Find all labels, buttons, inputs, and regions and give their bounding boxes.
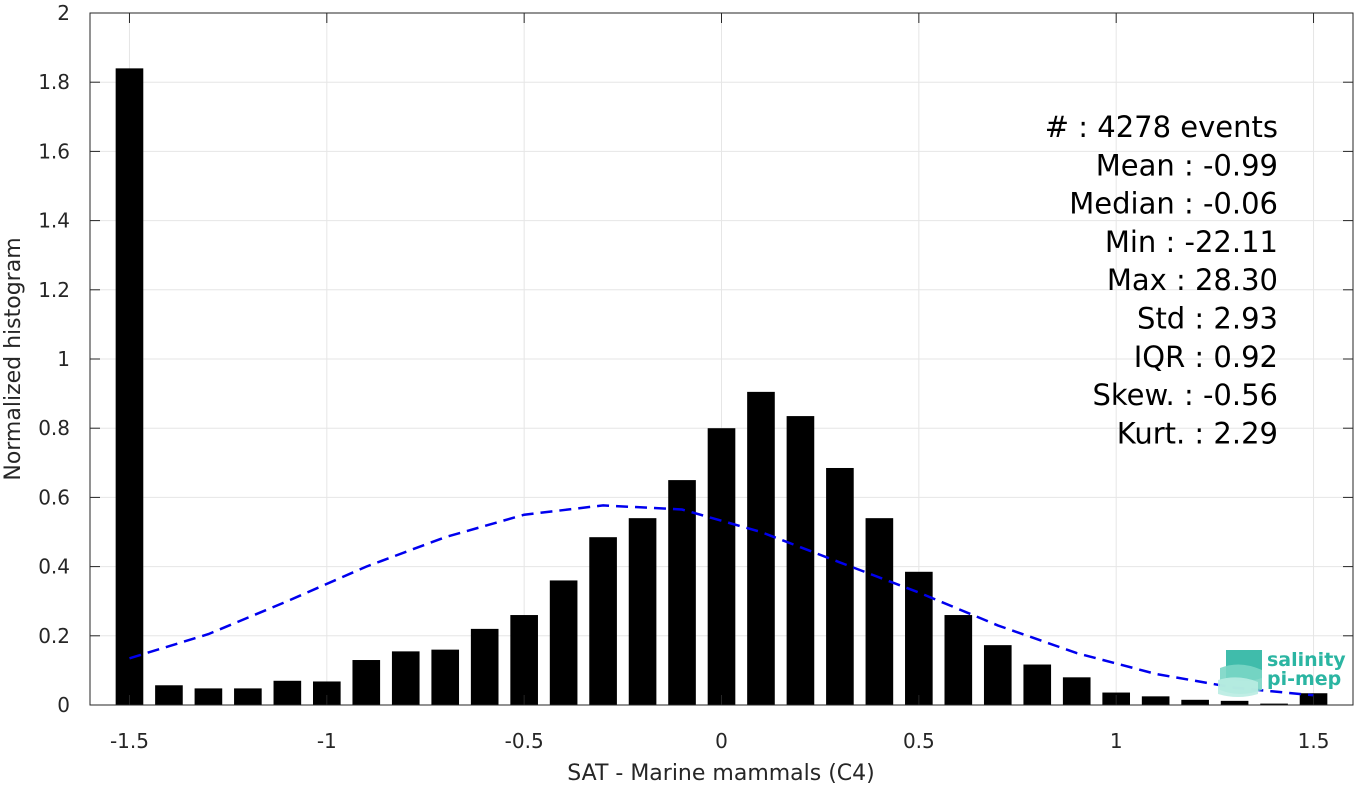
histogram-bars <box>115 68 1328 706</box>
histogram-bar <box>944 615 973 705</box>
y-axis-ticks: 0 0.2 0.4 0.6 0.8 1 1.2 1.4 1.6 1.8 2 <box>38 1 1353 717</box>
y-tick-label: 1.8 <box>38 70 70 94</box>
x-tick-label: 0.5 <box>903 729 935 753</box>
y-tick-label: 1.2 <box>38 278 70 302</box>
histogram-bar <box>155 685 183 705</box>
stat-line: Skew. : -0.56 <box>1092 378 1278 412</box>
histogram-bar <box>668 480 696 705</box>
histogram-bar <box>352 660 381 705</box>
histogram-bar <box>865 518 894 705</box>
histogram-bar <box>589 537 617 705</box>
histogram-bar <box>510 615 538 705</box>
histogram-bar <box>707 428 736 705</box>
histogram-bar <box>905 571 933 705</box>
histogram-bar <box>549 580 578 705</box>
logo-text-salinity: salinity <box>1267 649 1346 671</box>
x-tick-label: -0.5 <box>505 729 544 753</box>
y-tick-label: 1 <box>57 347 70 371</box>
histogram-bar <box>1023 664 1052 705</box>
x-tick-label: 1.5 <box>1298 729 1330 753</box>
y-tick-label: 0.6 <box>38 485 70 509</box>
histogram-bar <box>234 688 262 705</box>
x-tick-label: 1 <box>1110 729 1123 753</box>
x-axis-ticks: -1.5 -1 -0.5 0 0.5 1 1.5 <box>110 13 1329 753</box>
y-tick-label: 0.8 <box>38 416 70 440</box>
histogram-bar <box>1181 699 1209 705</box>
histogram-bar <box>747 391 775 705</box>
logo-text-pimep: pi-mep <box>1267 668 1341 690</box>
x-axis-label: SAT - Marine mammals (C4) <box>567 761 875 785</box>
stat-line: Std : 2.93 <box>1137 302 1278 336</box>
histogram-bar <box>312 681 341 705</box>
stat-line: IQR : 0.92 <box>1134 340 1278 374</box>
stat-line: Mean : -0.99 <box>1096 148 1278 182</box>
y-tick-label: 0.2 <box>38 624 70 648</box>
y-axis-label: Normalized histogram <box>1 237 26 480</box>
histogram-bar <box>1062 677 1091 705</box>
histogram-bar <box>431 649 460 705</box>
y-tick-label: 1.6 <box>38 139 70 163</box>
histogram-bar <box>470 628 499 705</box>
x-tick-label: -1.5 <box>110 729 149 753</box>
x-tick-label: -1 <box>317 729 337 753</box>
histogram-bar <box>1141 696 1170 705</box>
y-tick-label: 0 <box>57 693 70 717</box>
stat-line: # : 4278 events <box>1045 110 1278 144</box>
stat-line: Kurt. : 2.29 <box>1117 416 1278 450</box>
histogram-bar <box>1220 700 1249 705</box>
histogram-bar <box>786 416 815 705</box>
stat-line: Median : -0.06 <box>1069 187 1278 221</box>
y-tick-label: 1.4 <box>38 209 70 233</box>
y-tick-label: 2 <box>57 1 70 25</box>
histogram-bar <box>115 68 144 706</box>
salinity-pimep-logo: salinity pi-mep <box>1218 649 1346 697</box>
waves-logo-icon <box>1218 650 1262 697</box>
histogram-bar <box>1260 703 1288 705</box>
histogram-bar <box>826 467 854 705</box>
histogram-bar <box>628 518 657 705</box>
histogram-bar <box>194 688 223 705</box>
histogram-bar <box>983 645 1012 705</box>
x-tick-label: 0 <box>715 729 728 753</box>
statistics-annotation: # : 4278 events Mean : -0.99 Median : -0.0… <box>1045 110 1278 450</box>
stat-line: Min : -22.11 <box>1105 225 1278 259</box>
stat-line: Max : 28.30 <box>1107 263 1278 297</box>
histogram-bar <box>273 680 302 705</box>
gaussian-fit-curve <box>129 504 1314 697</box>
y-tick-label: 0.4 <box>38 555 70 579</box>
histogram-bar <box>391 651 420 705</box>
